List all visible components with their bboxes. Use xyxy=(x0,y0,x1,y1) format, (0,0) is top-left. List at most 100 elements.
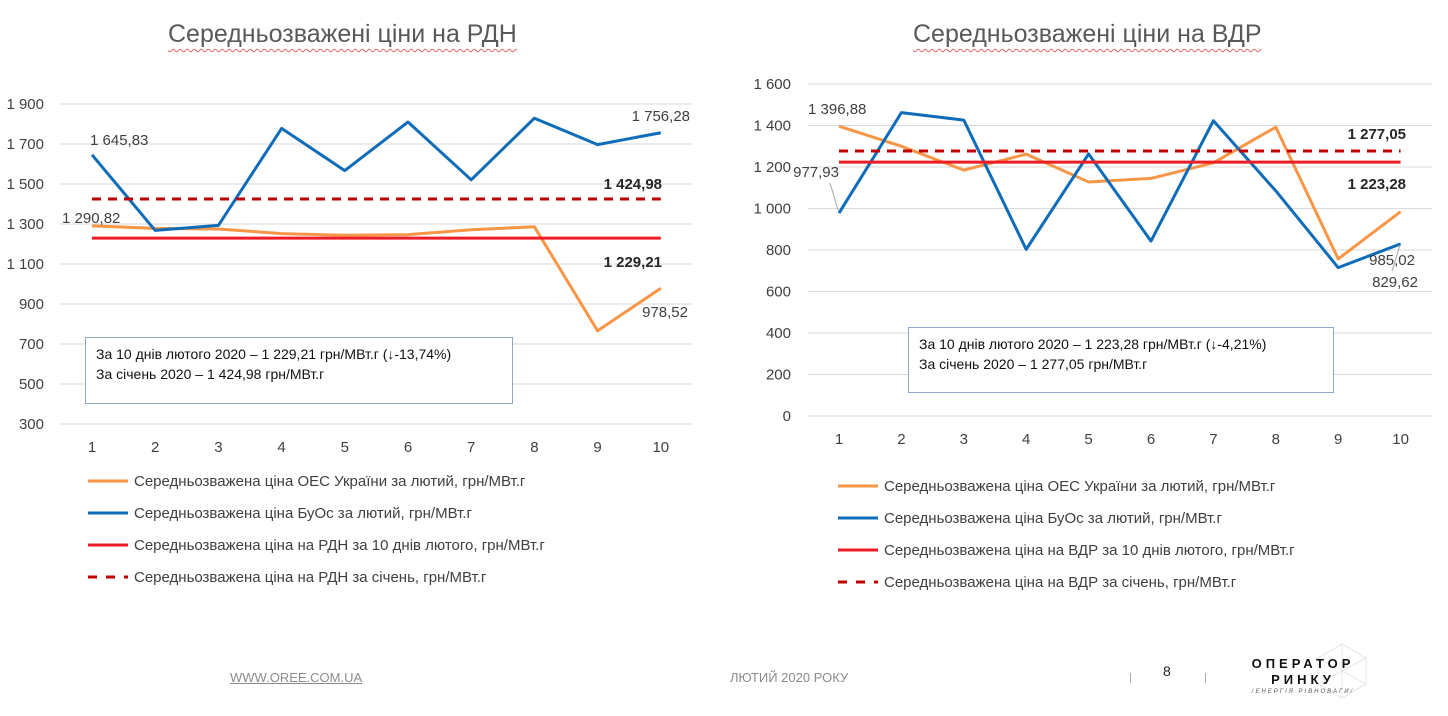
note-line-1: За 10 днів лютого 2020 – 1 223,28 грн/МВ… xyxy=(919,336,1267,352)
legend-swatch xyxy=(838,511,882,525)
x-tick-label: 1 xyxy=(835,431,843,448)
y-tick-label: 0 xyxy=(783,408,791,425)
logo-line-1: ОПЕРАТОР xyxy=(1251,656,1355,671)
data-label: 829,62 xyxy=(1372,274,1418,291)
legend-rdn: Середньозважена ціна ОЕС України за люти… xyxy=(88,465,545,593)
chart-rdn: 300 500 700 900 1 100 1 300 1 500 1 700 1 900 1 2 3… xyxy=(6,96,692,456)
leader-line xyxy=(829,182,839,211)
x-tick-label: 7 xyxy=(467,439,475,456)
x-tick-label: 2 xyxy=(897,431,905,448)
legend-label: Середньозважена ціна ОЕС України за люти… xyxy=(134,472,526,490)
x-tick-label: 3 xyxy=(214,439,222,456)
x-tick-label: 10 xyxy=(652,439,669,456)
note-box-rdn: За 10 днів лютого 2020 – 1 229,21 грн/МВ… xyxy=(85,337,513,404)
data-label: 1 645,83 xyxy=(90,132,148,149)
y-tick-label: 1 600 xyxy=(753,76,791,93)
x-tick-label: 4 xyxy=(277,439,285,456)
y-tick-label: 400 xyxy=(766,325,791,342)
x-tick-label: 5 xyxy=(341,439,349,456)
legend-label: Середньозважена ціна на РДН за січень, г… xyxy=(134,568,487,586)
data-label: 1 223,28 xyxy=(1348,176,1406,193)
website-link[interactable]: WWW.OREE.COM.UA xyxy=(230,670,363,685)
y-tick-label: 700 xyxy=(19,336,44,353)
data-label: 985,02 xyxy=(1369,252,1415,269)
x-tick-label: 8 xyxy=(1272,431,1280,448)
logo-line-3: /ЕНЕРГІЯ РІВНОВАГИ/ xyxy=(1251,689,1355,695)
data-label: 1 756,28 xyxy=(632,108,690,125)
x-tick-label: 8 xyxy=(530,439,538,456)
y-tick-label: 1 900 xyxy=(6,96,44,113)
y-tick-label: 1 700 xyxy=(6,136,44,153)
legend-item: Середньозважена ціна на ВДР за січень, г… xyxy=(838,566,1295,598)
legend-label: Середньозважена ціна ОЕС України за люти… xyxy=(884,477,1276,495)
x-tick-label: 9 xyxy=(1334,431,1342,448)
y-tick-label: 1 200 xyxy=(753,159,791,176)
y-tick-label: 1 400 xyxy=(753,118,791,135)
chart-title-vdr: Середньозважені ціни на ВДР xyxy=(913,20,1262,48)
logo-line-2: РИНКУ xyxy=(1271,672,1335,687)
series-line-1 xyxy=(838,124,1402,261)
chart-title-rdn: Середньозважені ціни на РДН xyxy=(168,20,517,48)
note-line-1: За 10 днів лютого 2020 – 1 229,21 грн/МВ… xyxy=(96,346,452,362)
data-label: 1 396,88 xyxy=(808,101,866,118)
legend-swatch xyxy=(88,474,132,488)
legend-item: Середньозважена ціна на РДН за 10 днів л… xyxy=(88,529,545,561)
legend-item: Середньозважена ціна БуОс за лютий, грн/… xyxy=(838,502,1295,534)
legend-swatch xyxy=(838,575,882,589)
x-tick-label: 6 xyxy=(1147,431,1155,448)
note-box-vdr: За 10 днів лютого 2020 – 1 223,28 грн/МВ… xyxy=(908,327,1334,393)
legend-swatch xyxy=(88,570,132,584)
page-number: 8 xyxy=(1163,663,1171,679)
legend-swatch xyxy=(88,506,132,520)
x-tick-label: 4 xyxy=(1022,431,1030,448)
data-label: 1 424,98 xyxy=(604,176,662,193)
divider xyxy=(1130,673,1131,683)
legend-item: Середньозважена ціна БуОс за лютий, грн/… xyxy=(88,497,545,529)
legend-item: Середньозважена ціна ОЕС України за люти… xyxy=(838,470,1295,502)
series-line-2 xyxy=(90,116,662,232)
x-tick-label: 6 xyxy=(404,439,412,456)
y-tick-label: 500 xyxy=(19,376,44,393)
period-label: ЛЮТИЙ 2020 РОКУ xyxy=(730,670,849,685)
logo-mark-icon xyxy=(1317,643,1367,699)
note-line-2: За січень 2020 – 1 277,05 грн/МВт.г xyxy=(919,356,1148,372)
legend-vdr: Середньозважена ціна ОЕС України за люти… xyxy=(838,470,1295,598)
legend-label: Середньозважена ціна на ВДР за 10 днів л… xyxy=(884,541,1295,559)
data-label: 1 290,82 xyxy=(62,210,120,227)
legend-label: Середньозважена ціна на РДН за 10 днів л… xyxy=(134,536,545,554)
legend-item: Середньозважена ціна ОЕС України за люти… xyxy=(88,465,545,497)
x-tick-label: 9 xyxy=(593,439,601,456)
y-tick-label: 1 100 xyxy=(6,256,44,273)
legend-item: Середньозважена ціна на ВДР за 10 днів л… xyxy=(838,534,1295,566)
legend-item: Середньозважена ціна на РДН за січень, г… xyxy=(88,561,545,593)
x-tick-label: 3 xyxy=(960,431,968,448)
note-line-2: За січень 2020 – 1 424,98 грн/МВт.г xyxy=(96,366,325,382)
y-tick-label: 800 xyxy=(766,242,791,259)
legend-label: Середньозважена ціна БуОс за лютий, грн/… xyxy=(134,504,472,522)
legend-swatch xyxy=(88,538,132,552)
divider xyxy=(1205,673,1206,683)
data-label: 978,52 xyxy=(642,304,688,321)
x-tick-label: 1 xyxy=(88,439,96,456)
legend-swatch xyxy=(838,479,882,493)
data-label: 1 277,05 xyxy=(1348,126,1406,143)
x-tick-label: 7 xyxy=(1209,431,1217,448)
legend-label: Середньозважена ціна БуОс за лютий, грн/… xyxy=(884,509,1222,527)
x-tick-label: 2 xyxy=(151,439,159,456)
leader-line xyxy=(1391,244,1401,272)
y-tick-label: 1 000 xyxy=(753,201,791,218)
data-label: 977,93 xyxy=(793,164,839,181)
series-line-2 xyxy=(837,111,1402,270)
y-tick-label: 1 500 xyxy=(6,176,44,193)
y-tick-label: 1 300 xyxy=(6,216,44,233)
x-tick-label: 5 xyxy=(1084,431,1092,448)
chart-vdr: 0 200 400 600 800 1 000 1 200 1 400 1 600 1 2 3 4 5 6 7… xyxy=(753,76,1432,448)
legend-swatch xyxy=(838,543,882,557)
y-tick-label: 300 xyxy=(19,416,44,433)
y-tick-label: 900 xyxy=(19,296,44,313)
operator-logo: ОПЕРАТОР РИНКУ /ЕНЕРГІЯ РІВНОВАГИ/ xyxy=(1238,656,1368,695)
data-label: 1 229,21 xyxy=(604,254,662,271)
x-tick-label: 10 xyxy=(1392,431,1409,448)
y-tick-label: 200 xyxy=(766,367,791,384)
y-tick-label: 600 xyxy=(766,284,791,301)
